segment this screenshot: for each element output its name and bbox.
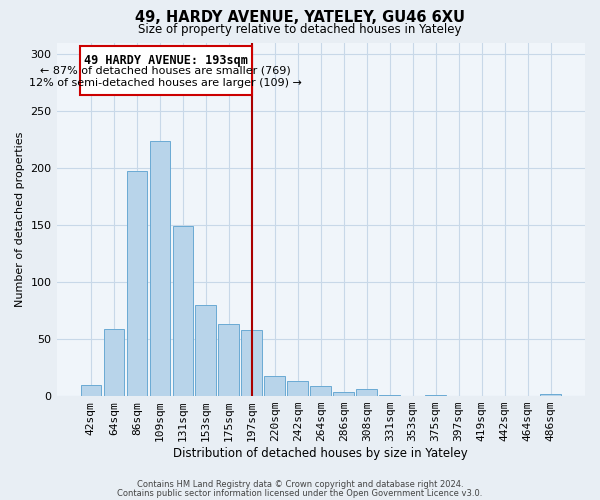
Bar [104,329,124,396]
Bar [265,376,285,396]
Text: ← 87% of detached houses are smaller (769): ← 87% of detached houses are smaller (76… [40,66,291,76]
Bar [425,395,446,396]
Bar [80,384,101,396]
Bar [379,395,400,396]
Text: 12% of semi-detached houses are larger (109) →: 12% of semi-detached houses are larger (… [29,78,302,88]
Text: Size of property relative to detached houses in Yateley: Size of property relative to detached ho… [138,22,462,36]
Bar [173,226,193,396]
Bar [540,394,561,396]
Text: 49 HARDY AVENUE: 193sqm: 49 HARDY AVENUE: 193sqm [84,54,248,67]
Bar [334,392,354,396]
Bar [218,324,239,396]
X-axis label: Distribution of detached houses by size in Yateley: Distribution of detached houses by size … [173,447,468,460]
Bar [356,389,377,396]
Text: 49, HARDY AVENUE, YATELEY, GU46 6XU: 49, HARDY AVENUE, YATELEY, GU46 6XU [135,10,465,25]
Bar [287,382,308,396]
Bar [241,330,262,396]
Y-axis label: Number of detached properties: Number of detached properties [15,132,25,307]
Bar [149,140,170,396]
FancyBboxPatch shape [80,46,252,95]
Bar [127,172,147,396]
Text: Contains public sector information licensed under the Open Government Licence v3: Contains public sector information licen… [118,488,482,498]
Text: Contains HM Land Registry data © Crown copyright and database right 2024.: Contains HM Land Registry data © Crown c… [137,480,463,489]
Bar [196,305,216,396]
Bar [310,386,331,396]
